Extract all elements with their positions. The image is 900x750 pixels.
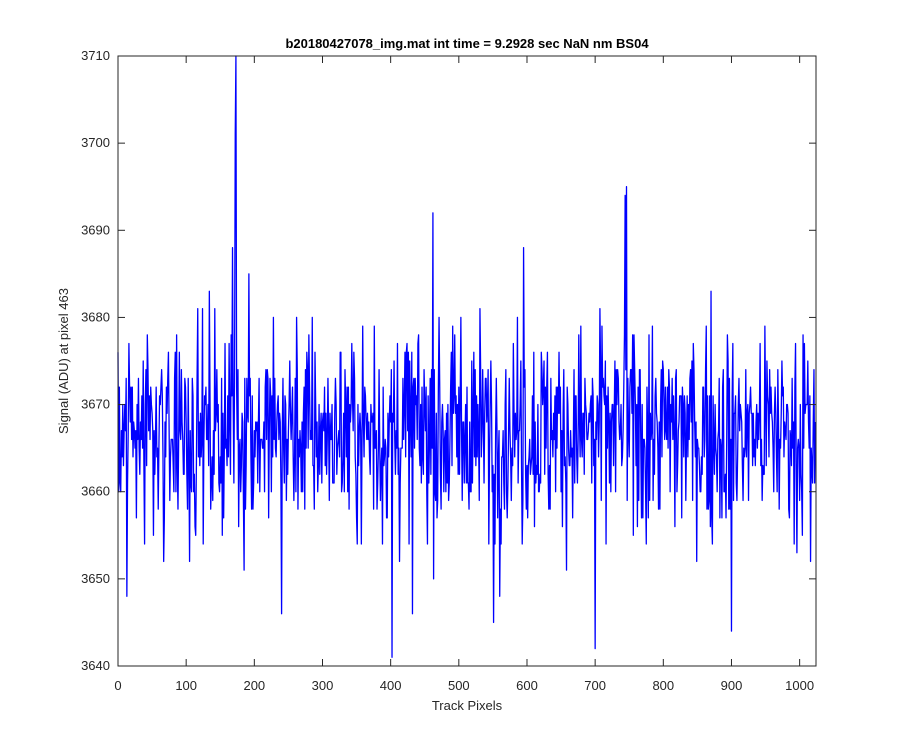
x-axis-label: Track Pixels — [432, 698, 503, 713]
x-tick-label: 500 — [448, 678, 470, 693]
y-tick-label: 3650 — [81, 571, 110, 586]
x-tick-label: 1000 — [785, 678, 814, 693]
axes-box — [117, 55, 817, 667]
x-tick-label: 400 — [380, 678, 402, 693]
x-tick-label: 700 — [584, 678, 606, 693]
y-tick-label: 3680 — [81, 309, 110, 324]
y-axis: 3640 3650 3660 3670 3680 3690 3700 3710 — [81, 48, 816, 673]
x-tick-label: 100 — [175, 678, 197, 693]
y-tick-label: 3660 — [81, 484, 110, 499]
signal-series-line — [117, 55, 816, 658]
x-axis: 0 100 200 300 400 500 600 700 800 900 1000 — [114, 56, 814, 693]
chart-title: b20180427078_img.mat int time = 9.2928 s… — [285, 36, 649, 51]
y-tick-label: 3700 — [81, 135, 110, 150]
y-tick-label: 3670 — [81, 397, 110, 412]
y-tick-label: 3640 — [81, 658, 110, 673]
x-tick-label: 600 — [516, 678, 538, 693]
x-tick-label: 800 — [652, 678, 674, 693]
series-layer — [117, 55, 816, 658]
y-tick-label: 3710 — [81, 48, 110, 63]
x-tick-label: 900 — [721, 678, 743, 693]
y-tick-label: 3690 — [81, 222, 110, 237]
x-tick-label: 0 — [114, 678, 121, 693]
y-axis-label: Signal (ADU) at pixel 463 — [56, 288, 71, 434]
x-tick-label: 200 — [243, 678, 265, 693]
x-tick-label: 300 — [312, 678, 334, 693]
